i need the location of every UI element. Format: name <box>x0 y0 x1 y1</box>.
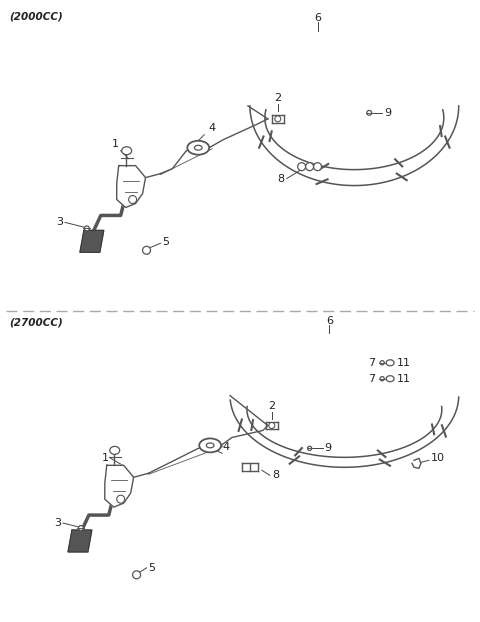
Circle shape <box>275 116 281 122</box>
Ellipse shape <box>187 141 209 155</box>
Text: 6: 6 <box>326 316 333 326</box>
Circle shape <box>308 447 312 450</box>
Text: 9: 9 <box>324 443 332 453</box>
Ellipse shape <box>386 376 394 382</box>
Text: 8: 8 <box>277 174 285 183</box>
Text: 10: 10 <box>431 453 445 463</box>
Circle shape <box>117 495 125 503</box>
Circle shape <box>313 163 322 170</box>
Text: 8: 8 <box>272 470 279 480</box>
Polygon shape <box>105 465 133 507</box>
Text: 3: 3 <box>56 218 63 228</box>
Text: 11: 11 <box>397 374 411 384</box>
Circle shape <box>380 376 384 381</box>
Text: 6: 6 <box>314 13 321 24</box>
Text: 5: 5 <box>162 238 169 248</box>
Text: 7: 7 <box>368 374 375 384</box>
Ellipse shape <box>386 360 394 366</box>
Text: 4: 4 <box>209 123 216 133</box>
Circle shape <box>269 422 275 429</box>
Ellipse shape <box>110 447 120 454</box>
Circle shape <box>129 195 137 203</box>
Text: (2000CC): (2000CC) <box>9 11 63 21</box>
Polygon shape <box>68 530 92 552</box>
Circle shape <box>298 163 306 170</box>
Text: 11: 11 <box>397 358 411 368</box>
Circle shape <box>367 111 372 115</box>
Ellipse shape <box>194 146 202 150</box>
Text: (2700CC): (2700CC) <box>9 318 63 328</box>
Circle shape <box>306 163 313 170</box>
Text: 1: 1 <box>112 139 119 149</box>
Circle shape <box>84 226 89 231</box>
Ellipse shape <box>199 439 221 452</box>
Text: 1: 1 <box>102 453 109 463</box>
Circle shape <box>132 571 141 579</box>
Ellipse shape <box>206 443 214 448</box>
Text: 2: 2 <box>268 401 276 411</box>
Text: 9: 9 <box>384 108 391 118</box>
Text: 5: 5 <box>148 563 156 573</box>
Circle shape <box>79 526 84 531</box>
Text: 3: 3 <box>54 518 61 528</box>
Circle shape <box>143 246 151 254</box>
Polygon shape <box>117 165 145 208</box>
Circle shape <box>380 361 384 365</box>
Text: 7: 7 <box>368 358 375 368</box>
Ellipse shape <box>122 147 132 155</box>
Text: 4: 4 <box>222 442 229 452</box>
Text: 2: 2 <box>274 93 281 103</box>
Polygon shape <box>80 230 104 253</box>
